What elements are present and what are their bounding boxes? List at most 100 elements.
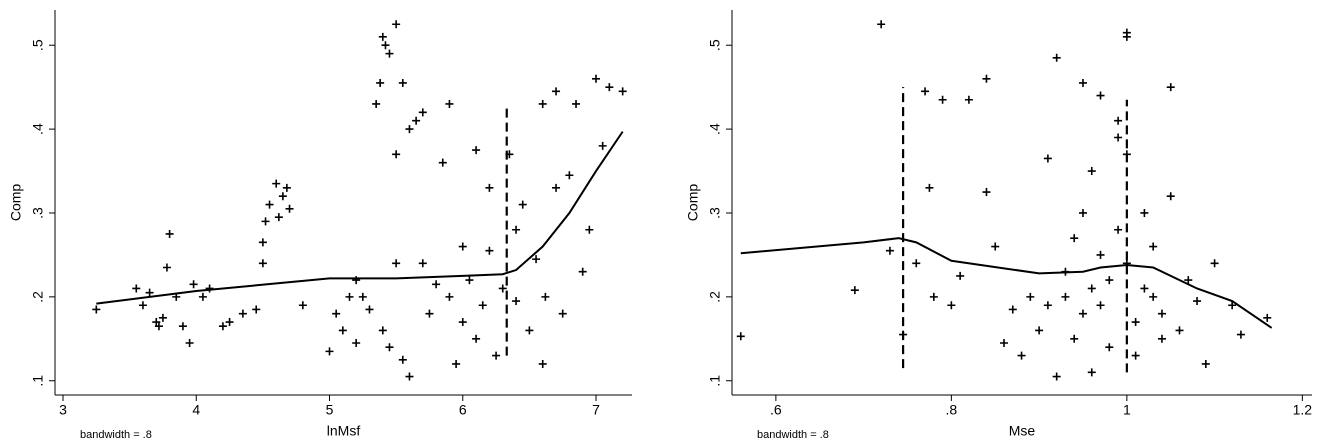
point [1061,292,1070,301]
x-tick-label: 6 [459,402,467,418]
point [185,338,194,347]
point [132,284,141,293]
point [585,225,594,234]
point [1096,91,1105,100]
point [398,78,407,87]
point [258,238,267,247]
point [1096,250,1105,259]
smooth-line [740,237,1273,329]
point [352,276,361,285]
point [538,359,547,368]
point [1035,326,1044,335]
point [1140,284,1149,293]
point [598,141,607,150]
point [605,83,614,92]
point [1157,334,1166,343]
point [1166,192,1175,201]
point [385,343,394,352]
point [1184,276,1193,285]
x-tick-label: 3 [59,402,67,418]
point [1193,297,1202,306]
point [877,20,886,29]
point [438,158,447,167]
point [1043,301,1052,310]
point [358,292,367,301]
smooth-line [96,131,624,305]
point [1026,292,1035,301]
point [325,347,334,356]
point [412,116,421,125]
point [152,318,161,327]
point [1052,372,1061,381]
point [1210,259,1219,268]
point [1149,242,1158,251]
point [1149,292,1158,301]
y-tick-label: .3 [30,207,46,219]
point [378,326,387,335]
point [541,292,550,301]
annotation: bandwidth = .8 [80,429,152,441]
point [1114,116,1123,125]
point [1070,234,1079,243]
y-tick-label: .4 [707,123,723,135]
point [392,259,401,268]
point [1078,78,1087,87]
point [205,284,214,293]
point [365,305,374,314]
point [392,150,401,159]
point [736,332,745,341]
point [198,292,207,301]
point [1087,284,1096,293]
point [372,99,381,108]
point [272,179,281,188]
point [1070,334,1079,343]
point [578,267,587,276]
point [1087,167,1096,176]
x-tick-label: .8 [946,402,958,418]
point [261,217,270,226]
point [1000,338,1009,347]
point [352,338,361,347]
point [92,305,101,314]
x-axis-title: Mse [1009,423,1036,439]
point [1166,83,1175,92]
point [165,229,174,238]
y-tick-label: .1 [30,375,46,387]
point [532,255,541,264]
point [1228,301,1237,310]
point [1114,225,1123,234]
point [565,171,574,180]
point [1157,309,1166,318]
point [1096,301,1105,310]
point [458,318,467,327]
x-axis-title: lnMsf [327,423,361,439]
point [258,259,267,268]
point [458,242,467,251]
point [392,20,401,29]
point [278,192,287,201]
point [1236,330,1245,339]
point [376,78,385,87]
point [158,313,167,322]
point [929,292,938,301]
point [518,200,527,209]
point [405,372,414,381]
point [445,99,454,108]
y-tick-label: .2 [707,291,723,303]
point [138,301,147,310]
x-tick-label: 4 [192,402,200,418]
point [418,259,427,268]
point [1131,318,1140,327]
point [445,292,454,301]
point [512,225,521,234]
point [282,183,291,192]
annotation: bandwidth = .8 [757,429,829,441]
point [1052,53,1061,62]
point [885,246,894,255]
y-tick-label: .1 [707,375,723,387]
point [298,301,307,310]
point [912,259,921,268]
point [472,334,481,343]
x-tick-label: 5 [326,402,334,418]
